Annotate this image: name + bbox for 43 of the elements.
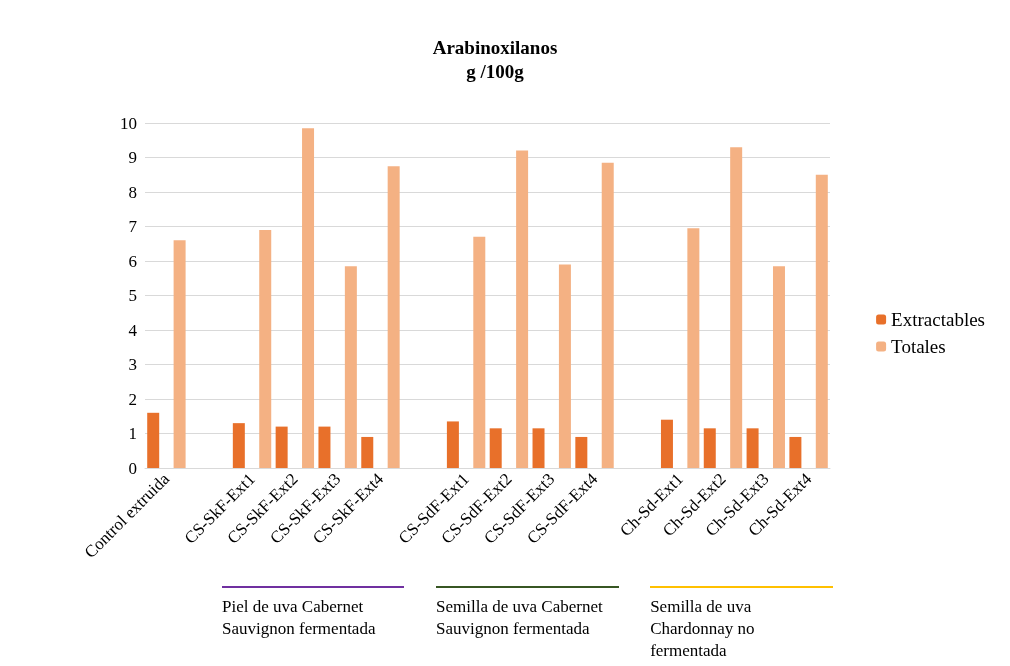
bar: [772, 266, 785, 468]
bar: [660, 419, 673, 468]
bar: [730, 147, 743, 468]
bar: [601, 162, 614, 468]
chart-title: Arabinoxilanos g /100g: [432, 36, 558, 82]
bar: [344, 266, 357, 468]
bar: [147, 412, 160, 468]
bar: [275, 426, 288, 468]
bar: [259, 229, 272, 468]
bar: [387, 166, 400, 468]
bar: [703, 428, 716, 468]
bar: [361, 436, 374, 468]
bar: [815, 174, 828, 468]
y-tick-label: 1: [128, 424, 137, 443]
y-tick-label: 3: [128, 355, 137, 374]
legend-label: Extractables: [891, 309, 986, 330]
bar: [489, 428, 502, 468]
bar: [687, 228, 700, 468]
bar: [558, 264, 571, 468]
bar: [789, 436, 802, 468]
y-tick-label: 5: [128, 286, 137, 305]
y-tick-label: 4: [128, 320, 138, 340]
y-tick-label: 10: [120, 113, 137, 133]
bar: [302, 128, 315, 468]
bar: [575, 436, 588, 468]
y-tick-label: 9: [128, 148, 137, 167]
bar: [173, 240, 186, 468]
bar: [232, 423, 245, 468]
bar: [318, 426, 331, 468]
bar: [446, 421, 459, 468]
legend-label: Totales: [891, 336, 946, 357]
bar: [516, 150, 529, 468]
bar: [532, 428, 545, 468]
bar: [473, 236, 486, 468]
text: Semilla de uva Chardonnay no fermentada: [650, 586, 833, 662]
y-tick-label: 2: [128, 389, 137, 409]
y-tick-label: 6: [128, 251, 137, 271]
y-tick-label: 8: [128, 182, 137, 202]
y-tick-label: 0: [128, 458, 137, 478]
text: Semilla de uva Cabernet Sauvignon fermentada: [436, 586, 619, 640]
y-tick-label: 7: [128, 217, 138, 236]
bar: [746, 428, 759, 468]
text: Piel de uva Cabernet Sauvignon fermentada: [222, 586, 405, 640]
